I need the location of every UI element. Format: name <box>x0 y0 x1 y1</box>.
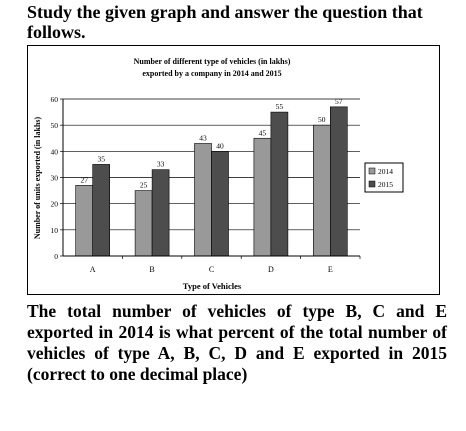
data-label-2015-A: 35 <box>97 154 105 163</box>
y-tick-label: 0 <box>54 252 58 261</box>
bar-2014-E <box>312 124 331 257</box>
y-tick-label: 50 <box>51 121 59 130</box>
legend-swatch-2015 <box>368 180 376 188</box>
page-heading: Study the given graph and answer the que… <box>27 2 423 42</box>
data-label-2015-B: 33 <box>157 160 165 169</box>
legend: 2014 2015 <box>364 162 404 193</box>
data-label-2015-D: 55 <box>276 102 284 111</box>
bar-2015-E <box>329 106 348 257</box>
y-axis-label: Number of units exported (in lakhs) <box>33 117 42 240</box>
bar-2014-C <box>194 143 212 257</box>
legend-swatch-2014 <box>368 167 376 175</box>
x-tick-label: C <box>209 265 214 274</box>
chart-title-line-1: Number of different type of vehicles (in… <box>134 57 291 66</box>
y-tick-label: 30 <box>51 174 59 183</box>
chart-title-line-2: exported by a company in 2014 and 2015 <box>142 69 281 78</box>
y-tick-label: 10 <box>51 226 59 235</box>
x-axis-label: Type of Vehicles <box>183 281 242 291</box>
bar-2014-D <box>253 137 272 257</box>
x-tick-label: B <box>149 265 154 274</box>
x-tick-label: D <box>268 265 274 274</box>
data-label-2014-E: 50 <box>318 115 326 124</box>
bar-2015-A <box>92 164 110 257</box>
data-label-2014-D: 45 <box>259 128 267 137</box>
bar-chart: Number of different type of vehicles (in… <box>33 57 404 291</box>
data-label-2015-E: 57 <box>335 97 343 106</box>
y-tick-label: 60 <box>51 95 59 104</box>
x-tick-label: E <box>328 265 333 274</box>
data-label-2014-A: 27 <box>80 175 88 184</box>
data-label-2014-C: 43 <box>199 133 207 142</box>
bar-2015-C <box>211 151 229 257</box>
y-tick-label: 20 <box>51 200 59 209</box>
bar-2014-A <box>75 185 93 257</box>
data-label-2015-C: 40 <box>216 141 224 150</box>
legend-label-2014: 2014 <box>378 167 393 176</box>
bar-2015-D <box>270 111 289 257</box>
y-tick-label: 40 <box>51 147 59 156</box>
data-label-2014-B: 25 <box>140 181 148 190</box>
bar-2014-B <box>134 190 153 257</box>
legend-label-2015: 2015 <box>378 180 393 189</box>
question-text: The total number of vehicles of type B, … <box>27 301 447 384</box>
bar-2015-B <box>151 169 170 257</box>
x-tick-label: A <box>90 265 96 274</box>
